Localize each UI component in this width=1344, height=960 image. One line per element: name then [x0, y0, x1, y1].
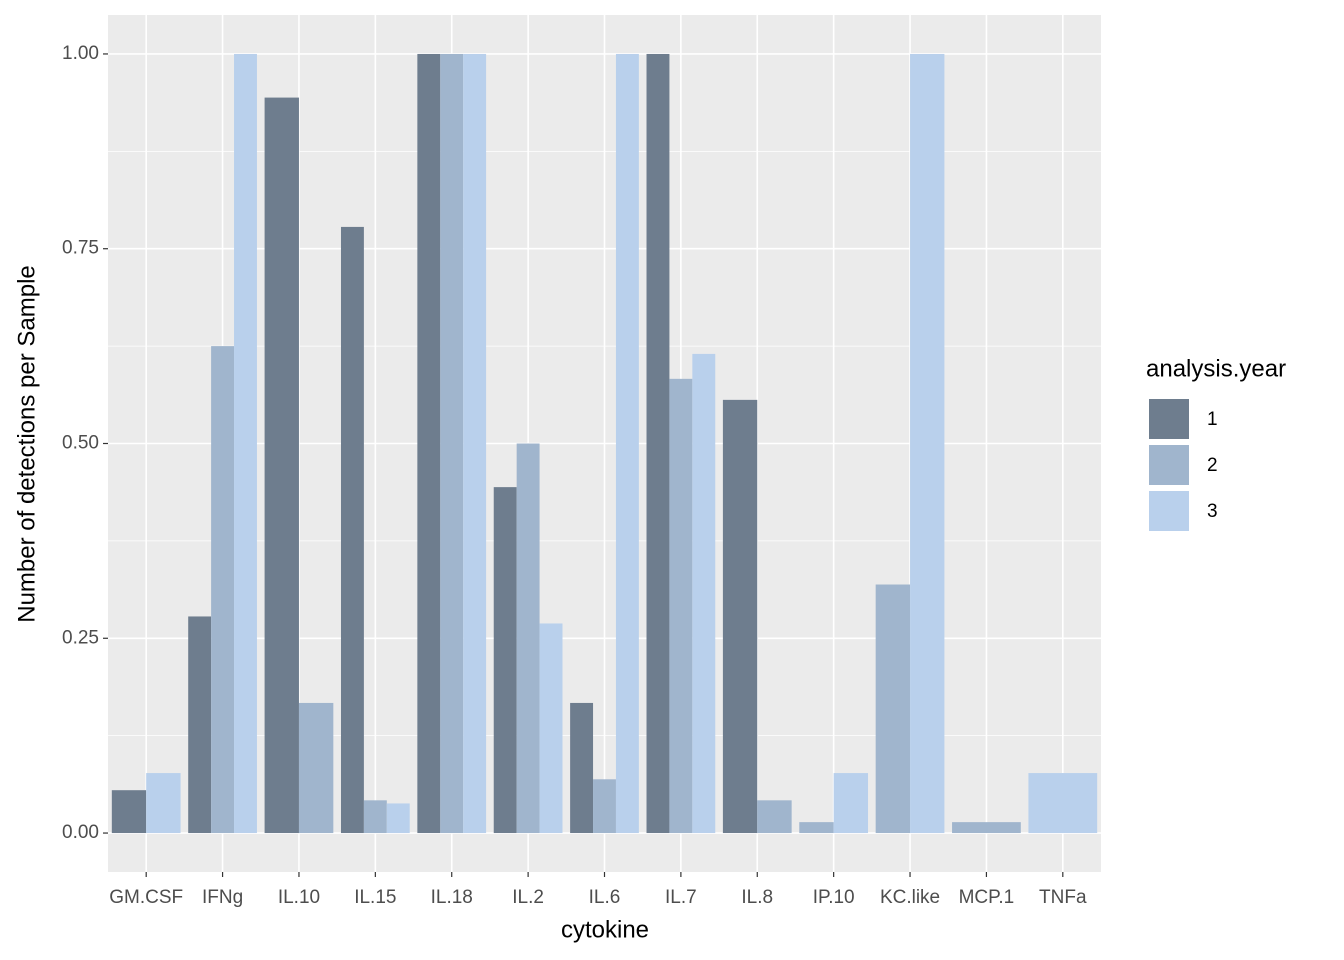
x-tick-label: IL.15 [354, 887, 396, 908]
bar [757, 800, 792, 834]
x-tick-label: IFNg [202, 887, 243, 908]
x-tick-label: GM.CSF [109, 887, 183, 908]
bar [615, 53, 639, 834]
bar [669, 378, 693, 834]
bar [463, 53, 487, 834]
bar [593, 779, 616, 834]
bar [298, 702, 334, 834]
x-tick-label: IL.6 [589, 887, 621, 908]
y-tick-label: 0.50 [62, 433, 99, 454]
bar [234, 53, 257, 834]
y-tick-label: 0.25 [62, 627, 99, 648]
bar [188, 616, 212, 834]
x-tick-label: IP.10 [813, 887, 855, 908]
bar [146, 773, 181, 834]
legend-key [1147, 397, 1191, 441]
bar [799, 822, 834, 834]
legend-title: analysis.year [1146, 355, 1286, 382]
x-tick-label: IL.10 [278, 887, 320, 908]
bar [646, 53, 670, 834]
bar [910, 53, 945, 834]
bar [539, 623, 563, 834]
bar [340, 226, 364, 834]
x-tick-label: IL.18 [431, 887, 473, 908]
y-tick-label: 0.00 [62, 822, 99, 843]
bar [211, 346, 235, 834]
x-axis-title: cytokine [561, 916, 649, 943]
bar [875, 584, 911, 834]
bar [1028, 773, 1098, 834]
x-tick-label: KC.like [880, 887, 940, 908]
bar [516, 443, 540, 834]
y-tick-label: 0.75 [62, 238, 99, 259]
bar [111, 790, 147, 834]
bar [722, 399, 758, 834]
legend-label: 2 [1207, 455, 1218, 476]
x-tick-label: IL.2 [512, 887, 544, 908]
bar [833, 773, 869, 834]
legend-label: 1 [1207, 409, 1218, 430]
bar [570, 702, 594, 834]
x-tick-label: MCP.1 [959, 887, 1015, 908]
bar [386, 803, 410, 834]
x-tick-label: IL.7 [665, 887, 697, 908]
bar [417, 53, 441, 834]
legend-key [1147, 489, 1191, 533]
bar [692, 353, 716, 834]
x-tick-label: TNFa [1039, 887, 1087, 908]
bar [440, 53, 464, 834]
bar [493, 487, 517, 834]
bar [264, 97, 299, 834]
y-tick-label: 1.00 [62, 43, 99, 64]
y-axis-title: Number of detections per Sample [13, 265, 40, 623]
legend-label: 3 [1207, 501, 1218, 522]
legend-key [1147, 443, 1191, 487]
x-tick-label: IL.8 [741, 887, 773, 908]
bar [363, 800, 387, 834]
bar [952, 822, 1021, 834]
